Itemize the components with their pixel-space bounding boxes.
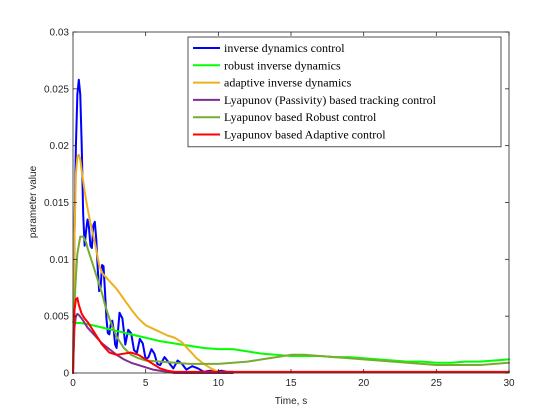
legend-entry-label: adaptive inverse dynamics [224,76,352,90]
x-tick-label: 5 [143,378,149,389]
series-line-1 [72,78,234,374]
y-tick-label: 0.03 [50,28,70,39]
legend: inverse dynamics control robust inverse d… [187,36,502,148]
legend-entry-label: inverse dynamics control [224,41,345,55]
y-tick-label: 0.005 [44,312,69,323]
y-tick-label: 0 [63,369,69,380]
x-tick-label: 20 [358,378,370,389]
x-tick-label: 10 [213,378,225,389]
series-layer [72,78,510,374]
x-tick-label: 25 [431,378,443,389]
x-axis-label: Time, s [275,396,307,407]
y-tick-label: 0.025 [44,84,69,95]
ticks-layer: 0 5 10 15 20 25 30 0 0.005 0.01 0.015 0.02 0.025 0.03 [44,28,515,390]
legend-box [187,36,502,148]
series-line-3 [72,153,227,374]
legend-entry-label: robust inverse dynamics [224,58,341,72]
legend-entry-label: Lyapunov based Robust control [224,110,377,124]
y-tick-label: 0.02 [50,141,70,152]
y-tick-label: 0.015 [44,198,69,209]
x-tick-label: 0 [70,378,76,389]
series-line-6 [72,296,510,374]
y-tick-label: 0.01 [50,255,70,266]
series-line-2 [72,320,510,364]
x-tick-label: 30 [503,378,515,389]
legend-entry-label: Lyapunov based Adaptive control [224,128,386,142]
series-line-5 [72,235,510,374]
legend-entry-label: Lyapunov (Passivity) based tracking cont… [224,93,437,107]
y-axis-label: parameter value [28,165,39,238]
x-tick-label: 15 [285,378,297,389]
